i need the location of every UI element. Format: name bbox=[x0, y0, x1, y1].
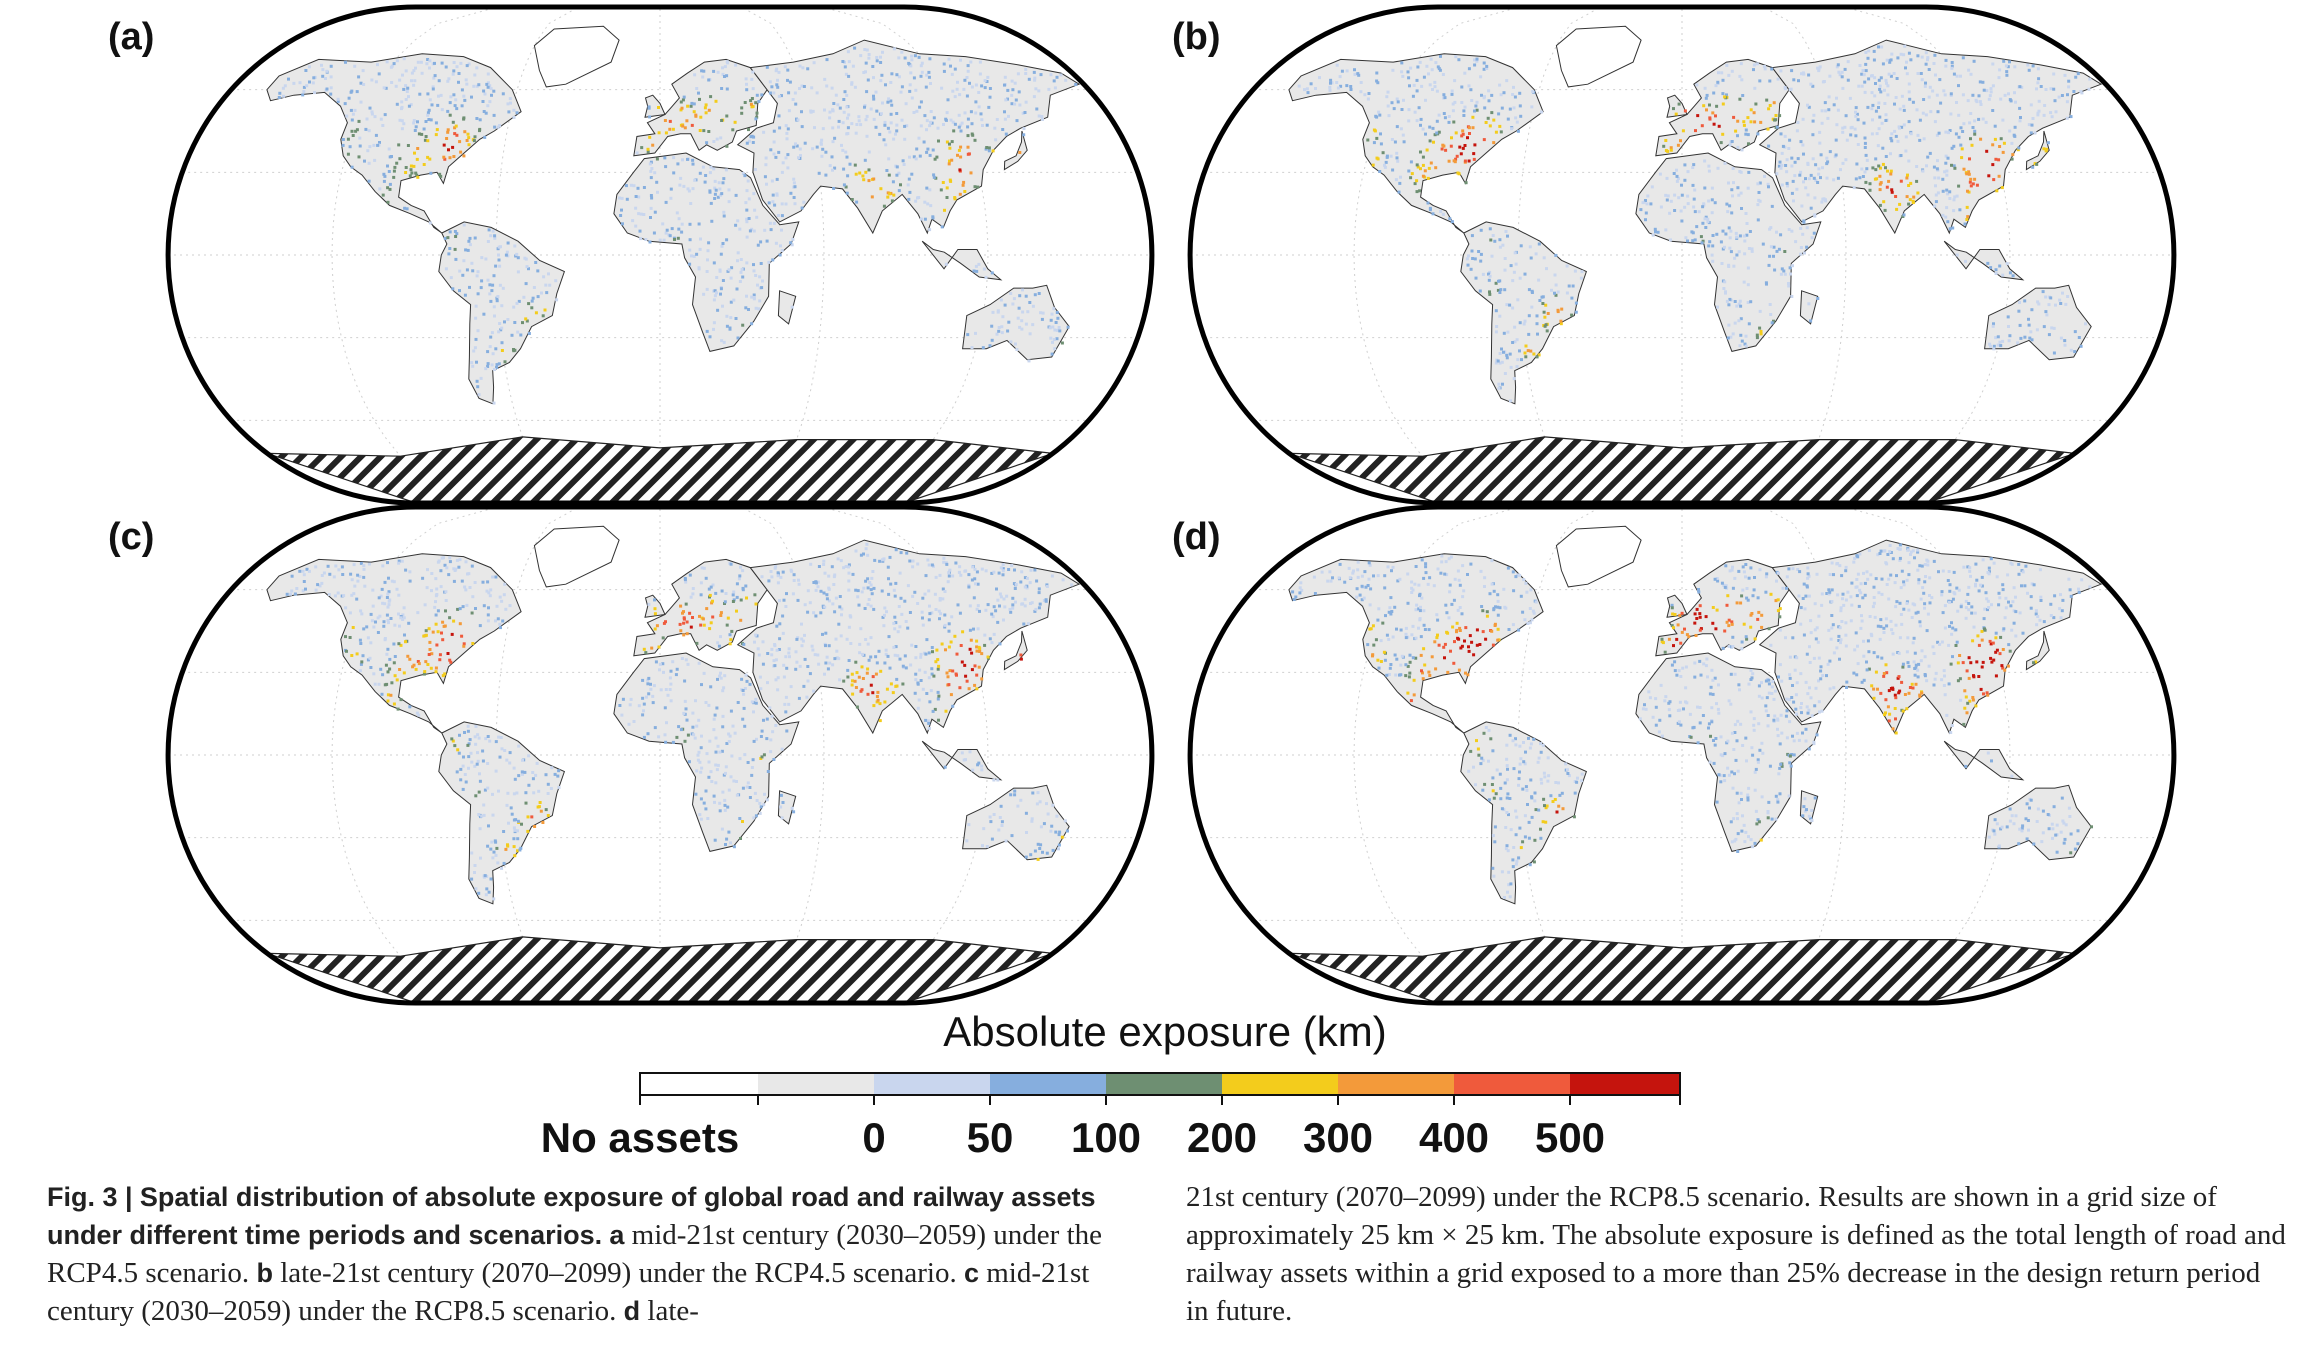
legend-tick-50: 50 bbox=[966, 1114, 1014, 1161]
panel-label-b: (b) bbox=[1172, 16, 1221, 58]
panel-label-d: (d) bbox=[1172, 516, 1221, 558]
landmass-namerica bbox=[266, 53, 522, 234]
legend-tick-200: 200 bbox=[1186, 1114, 1258, 1161]
landmass-samerica bbox=[438, 721, 566, 905]
figure-caption-left: Fig. 3 | Spatial distribution of absolut… bbox=[47, 1178, 1152, 1330]
exposure-cells bbox=[277, 46, 1078, 405]
legend-tick-100: 100 bbox=[1070, 1114, 1142, 1161]
caption-c-text: mid-21st century (2030–2059) under the R… bbox=[47, 1257, 1090, 1327]
caption-b-key: b bbox=[256, 1258, 273, 1288]
map-frame bbox=[1187, 4, 2177, 506]
landmass-asia bbox=[1758, 539, 2103, 735]
landmass-uk bbox=[1666, 94, 1688, 118]
caption-a-text: mid-21st century (2030–2059) under the R… bbox=[47, 1219, 1102, 1289]
panel-label-a: (a) bbox=[108, 16, 155, 58]
landmass-samerica bbox=[1460, 721, 1588, 905]
colorbar-seg-0-50 bbox=[874, 1073, 990, 1095]
world-map-d bbox=[1187, 504, 2177, 1006]
landmass-antarctica bbox=[1289, 436, 2075, 503]
landmass-namerica bbox=[1288, 53, 1544, 234]
landmass-madagascar bbox=[777, 790, 797, 825]
colorbar-seg-100-200 bbox=[1106, 1073, 1222, 1095]
map-frame bbox=[165, 4, 1155, 506]
caption-a-key: a bbox=[609, 1220, 625, 1250]
map-content bbox=[1190, 7, 2174, 503]
colorbar-seg-300-400 bbox=[1338, 1073, 1454, 1095]
caption-fig-label: Fig. 3 | bbox=[47, 1182, 133, 1212]
landmass-asia bbox=[736, 539, 1081, 735]
landmass-greenland bbox=[1555, 525, 1642, 588]
landmass-antarctica bbox=[267, 436, 1053, 503]
landmass-africa bbox=[1635, 652, 1822, 852]
figure-caption-right: 21st century (2070–2099) under the RCP8.… bbox=[1186, 1178, 2286, 1330]
landmass-uk bbox=[1666, 594, 1688, 618]
landmass-antarctica bbox=[1289, 936, 2075, 1003]
panel-label-c: (c) bbox=[108, 516, 155, 558]
world-map-a bbox=[165, 4, 1155, 506]
colorbar-seg-500-plus bbox=[1570, 1073, 1680, 1095]
exposure-cells bbox=[1297, 44, 2092, 403]
caption-c-key: c bbox=[963, 1258, 979, 1288]
colorbar-ticks bbox=[639, 1095, 1681, 1105]
landmass-japan bbox=[1003, 130, 1028, 171]
landmass-japan bbox=[2025, 630, 2050, 671]
caption-title: Spatial distribution of absolute exposur… bbox=[47, 1182, 1096, 1250]
landmass-uk bbox=[644, 594, 666, 618]
caption-d-text-left: late- bbox=[647, 1295, 699, 1327]
colorbar-seg-400-500 bbox=[1454, 1073, 1570, 1095]
legend-tick-0: 0 bbox=[862, 1114, 886, 1161]
map-frame bbox=[165, 504, 1155, 1006]
legend-tick-400: 400 bbox=[1418, 1114, 1490, 1161]
legend-title: Absolute exposure (km) bbox=[943, 1008, 1387, 1055]
colorbar-seg-50-100 bbox=[990, 1073, 1106, 1095]
world-map-c bbox=[165, 504, 1155, 1006]
legend-label-no-assets: No assets bbox=[540, 1114, 740, 1161]
landmass-seasia bbox=[1943, 240, 2025, 281]
landmass-greenland bbox=[533, 25, 620, 88]
landmass-asia bbox=[1758, 39, 2103, 235]
map-frame bbox=[1187, 504, 2177, 1006]
exposure-cells bbox=[1291, 543, 2093, 899]
caption-b-text: late-21st century (2070–2099) under the … bbox=[280, 1257, 957, 1289]
map-content bbox=[1190, 507, 2174, 1003]
landmass-madagascar bbox=[1799, 290, 1819, 325]
landmass-namerica bbox=[1288, 553, 1544, 734]
landmass-seasia bbox=[1943, 740, 2025, 781]
landmass-madagascar bbox=[777, 290, 797, 325]
landmass-seasia bbox=[921, 740, 1003, 781]
landmass-japan bbox=[2025, 130, 2050, 171]
landmass-samerica bbox=[438, 221, 566, 405]
colorbar-frame bbox=[639, 1072, 1681, 1096]
colorbar-seg-no-assets bbox=[640, 1073, 758, 1095]
world-map-b bbox=[1187, 4, 2177, 506]
landmass-greenland bbox=[1555, 25, 1642, 88]
legend-tick-500: 500 bbox=[1534, 1114, 1606, 1161]
landmass-samerica bbox=[1460, 221, 1588, 405]
landmass-japan bbox=[1003, 630, 1028, 671]
landmass-australia bbox=[962, 784, 1070, 861]
landmass-africa bbox=[1635, 152, 1822, 352]
legend-tick-300: 300 bbox=[1302, 1114, 1374, 1161]
landmass-seasia bbox=[921, 240, 1003, 281]
map-content bbox=[168, 7, 1152, 503]
caption-d-text-right: 21st century (2070–2099) under the RCP8.… bbox=[1186, 1181, 1812, 1213]
map-content bbox=[168, 507, 1152, 1003]
caption-d-key: d bbox=[623, 1296, 641, 1326]
caption-rest: Results are shown in a grid size of appr… bbox=[1186, 1181, 2286, 1327]
landmass-greenland bbox=[533, 525, 620, 588]
colorbar-seg-zero bbox=[758, 1073, 874, 1095]
colorbar-seg-200-300 bbox=[1222, 1073, 1338, 1095]
landmass-antarctica bbox=[267, 936, 1053, 1003]
exposure-cells bbox=[285, 542, 1074, 901]
landmass-australia bbox=[1984, 284, 2092, 361]
